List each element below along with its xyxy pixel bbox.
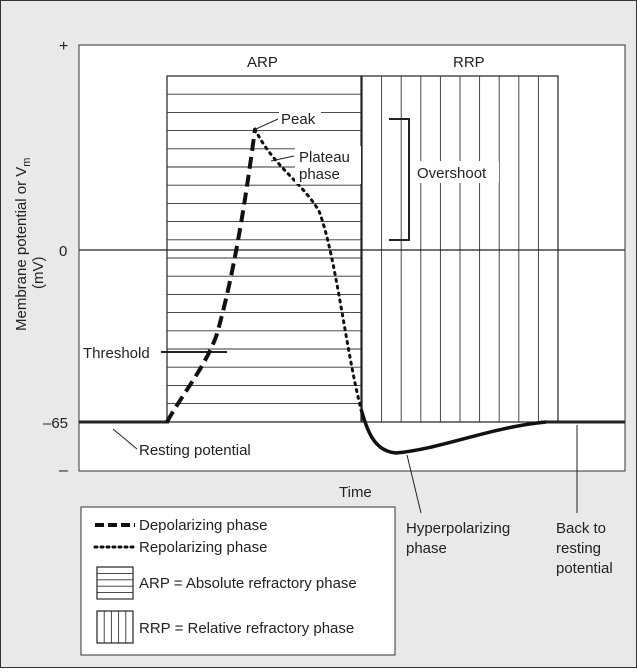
y-tick-minus65: –65: [43, 415, 68, 432]
overshoot-bracket: [389, 118, 410, 241]
overshoot-label: Overshoot: [417, 165, 487, 182]
peak-label: Peak: [281, 111, 316, 128]
svg-text:Membrane potential or Vm: Membrane potential or Vm: [13, 158, 33, 331]
plateau-pointer: [270, 155, 295, 162]
arp-label: ARP: [247, 54, 278, 71]
plateau-label-line1: Plateau: [299, 149, 350, 166]
y-axis-title-sub: m: [21, 158, 33, 167]
arp-region: [166, 75, 362, 423]
hyper-pointer: [406, 454, 422, 514]
plateau-label-line2: phase: [299, 166, 340, 183]
y-axis-title: Membrane potential or Vm (mV): [13, 158, 47, 331]
depolarizing-curve: [165, 128, 257, 423]
y-tick-zero: 0: [59, 243, 67, 260]
hyper-label-line1: Hyperpolarizing: [406, 520, 510, 537]
resting-pointer: [112, 428, 138, 450]
threshold-label: Threshold: [83, 345, 150, 362]
resting-potential-label: Resting potential: [139, 442, 251, 459]
legend-rrp-swatch: [96, 610, 134, 644]
back-label-line2: resting: [556, 540, 601, 557]
y-axis-title-units: (mV): [30, 257, 47, 290]
y-tick-minus: –: [59, 462, 68, 479]
rrp-label: RRP: [453, 54, 485, 71]
hyperpolarizing-curve: [359, 408, 547, 455]
back-label-line1: Back to: [556, 520, 606, 537]
repolarizing-curve: [253, 127, 363, 411]
y-axis-title-main: Membrane potential or V: [13, 167, 30, 331]
peak-pointer: [255, 118, 279, 130]
legend-repolarizing: Repolarizing phase: [139, 539, 267, 556]
hyper-label-line2: phase: [406, 540, 447, 557]
y-tick-plus: +: [59, 38, 68, 55]
legend-rrp: RRP = Relative refractory phase: [139, 620, 354, 637]
legend-arp-swatch: [96, 566, 134, 600]
rrp-region: [361, 75, 559, 423]
x-axis-title: Time: [339, 484, 372, 501]
back-label-line3: potential: [556, 560, 613, 577]
legend-arp: ARP = Absolute refractory phase: [139, 575, 357, 592]
legend: Depolarizing phase Repolarizing phase AR…: [80, 506, 396, 656]
legend-depolarizing: Depolarizing phase: [139, 517, 267, 534]
